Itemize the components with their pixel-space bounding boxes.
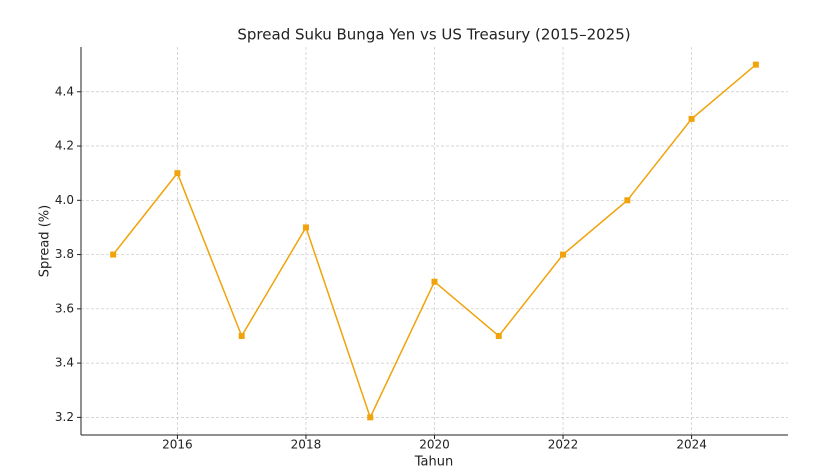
data-point (302, 224, 309, 231)
y-tick-label: 3.8 (55, 247, 74, 261)
data-point (688, 115, 695, 122)
data-point (431, 278, 438, 285)
y-tick-label: 3.6 (55, 301, 74, 315)
y-tick-label: 4.2 (55, 139, 74, 153)
y-axis-label: Spread (%) (38, 205, 53, 277)
y-tick-label: 4.0 (55, 193, 74, 207)
data-point (367, 414, 374, 421)
x-tick-label: 2022 (548, 438, 579, 452)
data-point (174, 170, 181, 177)
data-point (752, 61, 759, 68)
data-point (238, 332, 245, 339)
data-point (110, 251, 117, 258)
x-axis-label: Tahun (414, 455, 453, 470)
y-tick-label: 4.4 (55, 84, 74, 98)
x-tick-label: 2016 (162, 438, 193, 452)
x-tick-label: 2024 (676, 438, 707, 452)
y-tick-label: 3.2 (55, 410, 74, 424)
data-point (560, 251, 567, 258)
chart-title: Spread Suku Bunga Yen vs US Treasury (20… (237, 26, 630, 44)
x-tick-label: 2020 (419, 438, 450, 452)
data-point (495, 332, 502, 339)
data-point (624, 197, 631, 204)
x-tick-label: 2018 (291, 438, 322, 452)
y-tick-label: 3.4 (55, 356, 74, 370)
